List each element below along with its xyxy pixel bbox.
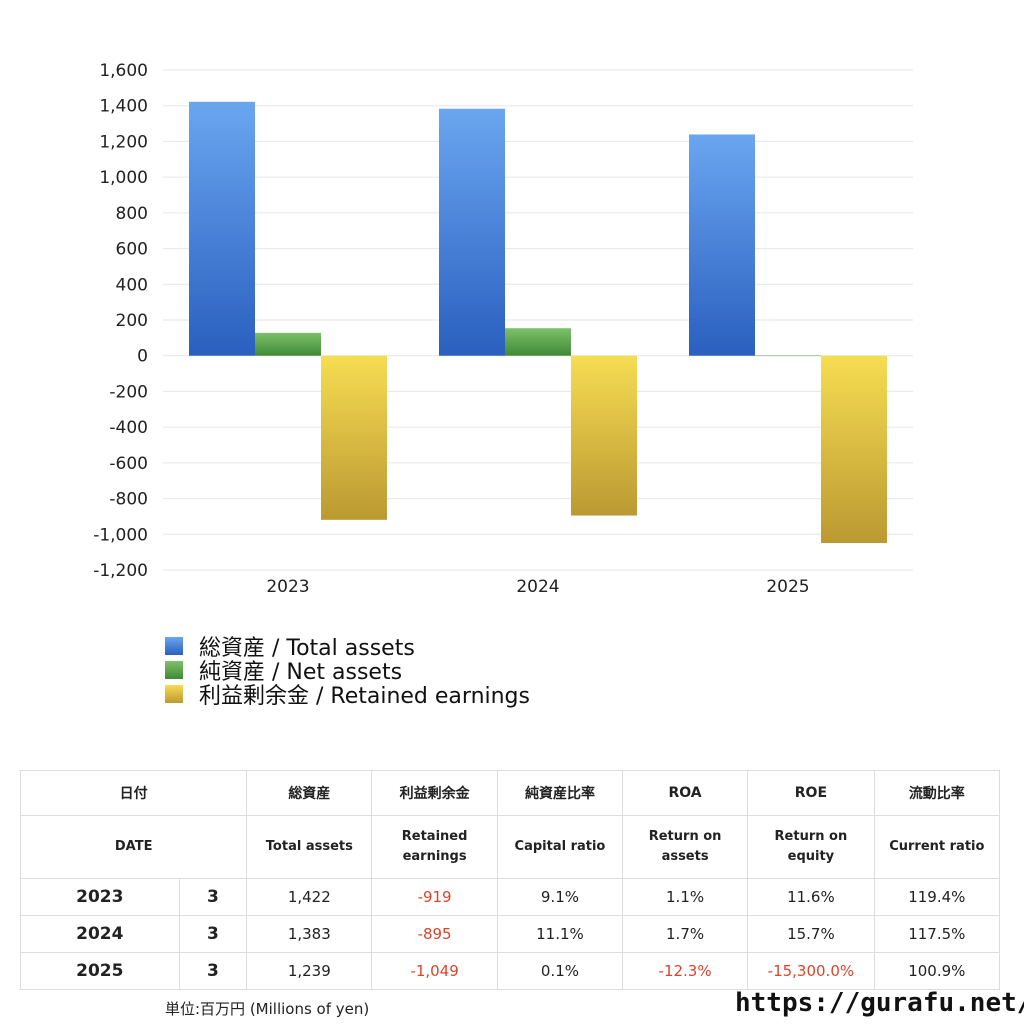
y-tick-label: -600 — [109, 454, 148, 474]
bar-chart: 1,600 1,400 1,200 1,000 800 600 400 200 0 -200 -40… — [93, 61, 913, 597]
header-roe-jp: ROE — [747, 770, 875, 816]
x-tick-label: 2023 — [266, 577, 309, 597]
cell-capital-ratio: 0.1% — [496, 952, 624, 990]
cell-month: 3 — [178, 915, 248, 953]
y-tick-label: -1,200 — [93, 561, 148, 581]
x-tick-label: 2024 — [516, 577, 559, 597]
header-retained-en: Retained earnings — [371, 815, 498, 879]
x-axis-ticks: 2023 2024 2025 — [266, 577, 809, 597]
legend-label-retained-earnings: 利益剰余金 / Retained earnings — [199, 684, 530, 709]
legend-item-retained-earnings: 利益剰余金 / Retained earnings — [165, 682, 530, 709]
header-total-assets-jp: 総資産 — [246, 770, 373, 816]
x-tick-label: 2025 — [766, 577, 809, 597]
header-date-en: DATE — [19, 815, 248, 879]
legend: 総資産 / Total assets 純資産 / Net assets 利益剰余… — [165, 634, 530, 709]
bar-2023-series-2 — [321, 355, 387, 520]
header-date-jp: 日付 — [19, 770, 248, 816]
legend-swatch-net-assets — [165, 661, 183, 679]
cell-month: 3 — [178, 952, 248, 990]
table-header-en: DATE Total assets Retained earnings Capi… — [19, 815, 1001, 879]
bar-2024-series-0 — [439, 108, 505, 356]
site-url[interactable]: https://gurafu.net/ — [735, 988, 1024, 1018]
table-row: 2023 3 1,422 -919 9.1% 1.1% 11.6% 119.4% — [20, 878, 1001, 916]
header-retained-jp: 利益剰余金 — [371, 770, 498, 816]
bar-2023-series-0 — [189, 101, 255, 356]
y-tick-label: -1,000 — [93, 525, 148, 545]
financial-table: 日付 総資産 利益剰余金 純資産比率 ROA ROE 流動比率 DATE Tot… — [19, 770, 1001, 990]
cell-roa: 1.7% — [621, 915, 749, 953]
y-tick-label: 0 — [137, 347, 148, 367]
cell-year: 2024 — [20, 915, 180, 953]
cell-capital-ratio: 9.1% — [496, 878, 624, 916]
cell-retained: -919 — [371, 878, 498, 916]
unit-note: 単位:百万円 (Millions of yen) — [165, 1000, 370, 1018]
cell-roa: -12.3% — [621, 952, 749, 990]
cell-current-ratio: 100.9% — [873, 952, 1001, 990]
y-tick-label: 1,400 — [99, 97, 148, 117]
bar-2025-series-1 — [755, 355, 821, 357]
header-roe-en: Return on equity — [747, 815, 875, 879]
cell-year: 2023 — [20, 878, 180, 916]
grid-lines — [163, 69, 913, 571]
bar-2023-series-1 — [255, 332, 321, 356]
cell-total-assets: 1,422 — [246, 878, 373, 916]
y-axis-ticks: 1,600 1,400 1,200 1,000 800 600 400 200 0 -200 -40… — [93, 61, 148, 581]
bars — [189, 101, 887, 544]
cell-month: 3 — [178, 878, 248, 916]
y-tick-label: 200 — [116, 311, 148, 331]
cell-total-assets: 1,239 — [246, 952, 373, 990]
cell-capital-ratio: 11.1% — [496, 915, 624, 953]
cell-roe: 11.6% — [747, 878, 875, 916]
y-tick-label: 800 — [116, 204, 148, 224]
legend-swatch-total-assets — [165, 637, 183, 655]
header-current-ratio-jp: 流動比率 — [873, 770, 1001, 816]
cell-retained: -895 — [371, 915, 498, 953]
cell-current-ratio: 117.5% — [873, 915, 1001, 953]
cell-current-ratio: 119.4% — [873, 878, 1001, 916]
header-current-ratio-en: Current ratio — [873, 815, 1001, 879]
header-total-assets-en: Total assets — [246, 815, 373, 879]
bar-2024-series-1 — [505, 328, 571, 356]
bar-2025-series-2 — [821, 355, 887, 544]
cell-roe: 15.7% — [747, 915, 875, 953]
y-tick-label: 1,200 — [99, 132, 148, 152]
y-tick-label: 1,600 — [99, 61, 148, 81]
legend-label-total-assets: 総資産 / Total assets — [199, 636, 415, 661]
header-capital-ratio-jp: 純資産比率 — [496, 770, 624, 816]
y-tick-label: 1,000 — [99, 168, 148, 188]
y-tick-label: -800 — [109, 490, 148, 510]
table-row: 2025 3 1,239 -1,049 0.1% -12.3% -15,300.… — [20, 952, 1001, 990]
legend-swatch-retained-earnings — [165, 685, 183, 703]
cell-roe: -15,300.0% — [747, 952, 875, 990]
header-roa-jp: ROA — [621, 770, 749, 816]
y-tick-label: 400 — [116, 275, 148, 295]
table-row: 2024 3 1,383 -895 11.1% 1.7% 15.7% 117.5… — [20, 915, 1001, 953]
y-tick-label: 600 — [116, 240, 148, 260]
cell-roa: 1.1% — [621, 878, 749, 916]
y-tick-label: -200 — [109, 382, 148, 402]
bar-2024-series-2 — [571, 355, 637, 516]
legend-item-net-assets: 純資産 / Net assets — [165, 658, 530, 685]
header-capital-ratio-en: Capital ratio — [496, 815, 624, 879]
legend-item-total-assets: 総資産 / Total assets — [165, 634, 530, 661]
cell-total-assets: 1,383 — [246, 915, 373, 953]
legend-label-net-assets: 純資産 / Net assets — [199, 660, 403, 685]
cell-year: 2025 — [20, 952, 180, 990]
bar-2025-series-0 — [689, 134, 755, 356]
header-roa-en: Return on assets — [621, 815, 749, 879]
cell-retained: -1,049 — [371, 952, 498, 990]
y-tick-label: -400 — [109, 418, 148, 438]
table-header-jp: 日付 総資産 利益剰余金 純資産比率 ROA ROE 流動比率 — [19, 770, 1001, 816]
